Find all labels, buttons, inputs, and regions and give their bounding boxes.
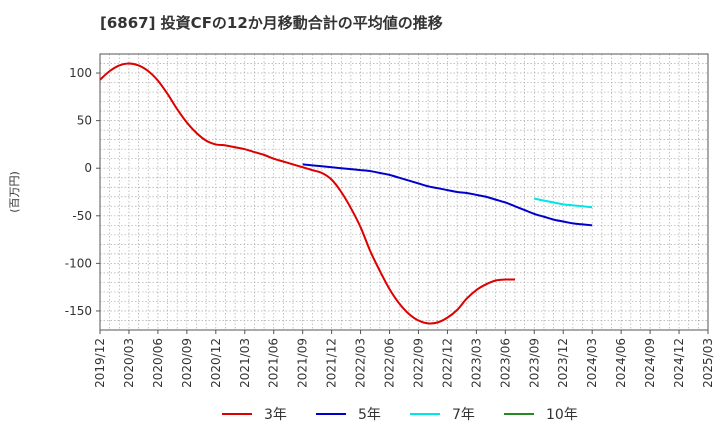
x-tick-label: 2022/12 bbox=[440, 338, 454, 388]
x-axis-ticks: 2019/12 2020/03 2020/06 2020/09 2020/12 2021/… bbox=[93, 330, 715, 388]
legend-label: 3年 bbox=[264, 407, 287, 423]
x-tick-label: 2022/03 bbox=[354, 338, 368, 388]
x-tick-label: 2022/09 bbox=[411, 338, 425, 388]
y-tick-label: 50 bbox=[77, 114, 92, 128]
series-line-3年 bbox=[99, 62, 515, 325]
x-tick-label: 2023/09 bbox=[527, 338, 541, 388]
legend: 3年 5年 7年 10年 bbox=[222, 407, 578, 423]
x-tick-label: 2020/12 bbox=[209, 338, 223, 388]
x-tick-label: 2024/06 bbox=[614, 338, 628, 388]
y-axis-label: (百万円) bbox=[8, 171, 21, 213]
y-axis-ticks: 100 50 0 -50 -100 -150 bbox=[65, 66, 100, 318]
plot-frame bbox=[99, 53, 709, 331]
x-tick-label: 2021/12 bbox=[325, 338, 339, 388]
y-tick-label: 0 bbox=[84, 161, 92, 175]
x-tick-label: 2019/12 bbox=[93, 338, 107, 388]
series-line-5年 bbox=[302, 163, 593, 227]
x-tick-label: 2024/12 bbox=[672, 338, 686, 388]
y-tick-label: -50 bbox=[72, 209, 92, 223]
y-tick-label: -100 bbox=[65, 256, 92, 270]
x-tick-label: 2023/06 bbox=[498, 338, 512, 388]
x-tick-label: 2020/06 bbox=[151, 338, 165, 388]
x-tick-label: 2020/03 bbox=[122, 338, 136, 388]
x-tick-label: 2022/06 bbox=[383, 338, 397, 388]
x-tick-label: 2020/09 bbox=[180, 338, 194, 388]
x-tick-label: 2024/09 bbox=[643, 338, 657, 388]
x-tick-label: 2024/03 bbox=[585, 338, 599, 388]
x-tick-label: 2021/09 bbox=[296, 338, 310, 388]
x-tick-label: 2025/03 bbox=[701, 338, 715, 388]
chart-title: [6867] 投資CFの12か月移動合計の平均値の推移 bbox=[100, 14, 443, 32]
series-lines bbox=[99, 62, 593, 325]
y-tick-label: 100 bbox=[69, 66, 92, 80]
y-tick-label: -150 bbox=[65, 304, 92, 318]
x-tick-label: 2021/03 bbox=[238, 338, 252, 388]
x-tick-label: 2021/06 bbox=[267, 338, 281, 388]
series-line-7年 bbox=[534, 197, 593, 209]
legend-label: 5年 bbox=[358, 407, 381, 423]
x-tick-label: 2023/03 bbox=[469, 338, 483, 388]
grid bbox=[100, 54, 708, 330]
x-tick-label: 2023/12 bbox=[556, 338, 570, 388]
legend-label: 7年 bbox=[452, 407, 475, 423]
legend-label: 10年 bbox=[546, 407, 578, 423]
